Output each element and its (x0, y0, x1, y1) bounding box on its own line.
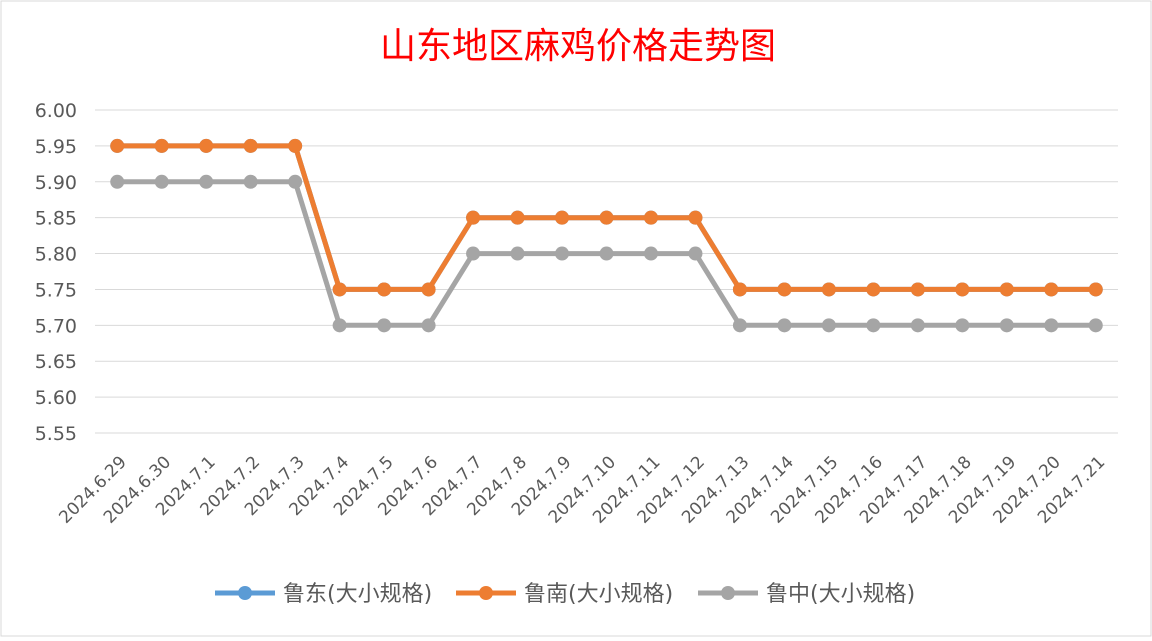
data-point (821, 282, 836, 297)
data-point (999, 318, 1014, 333)
legend-label: 鲁南(大小规格) (524, 582, 673, 607)
legend-marker (721, 586, 735, 600)
data-point (154, 138, 169, 153)
y-tick-label: 5.85 (35, 208, 77, 230)
legend: 鲁东(大小规格) 鲁南(大小规格) 鲁中(大小规格) (215, 582, 915, 607)
legend-item: 鲁中(大小规格) (698, 582, 915, 607)
data-point (1088, 318, 1103, 333)
data-point (199, 174, 214, 189)
data-point (688, 246, 703, 261)
series-group (110, 138, 1103, 333)
data-point (243, 138, 258, 153)
data-point (377, 282, 392, 297)
data-point (955, 318, 970, 333)
series-1 (110, 138, 1103, 297)
data-point (821, 318, 836, 333)
legend-label: 鲁东(大小规格) (283, 582, 432, 607)
data-point (1044, 282, 1059, 297)
data-point (643, 246, 658, 261)
y-tick-label: 5.60 (35, 387, 77, 409)
data-point (955, 282, 970, 297)
data-point (199, 138, 214, 153)
legend-item: 鲁南(大小规格) (456, 582, 673, 607)
legend-label: 鲁中(大小规格) (766, 582, 915, 607)
data-point (910, 318, 925, 333)
y-tick-label: 5.95 (35, 136, 77, 158)
y-tick-label: 5.75 (35, 279, 77, 301)
data-point (110, 138, 125, 153)
data-point (332, 318, 347, 333)
data-point (555, 246, 570, 261)
legend-item: 鲁东(大小规格) (215, 582, 432, 607)
data-point (999, 282, 1014, 297)
data-point (866, 318, 881, 333)
chart-title: 山东地区麻鸡价格走势图 (380, 26, 776, 67)
data-point (332, 282, 347, 297)
y-tick-label: 5.65 (35, 351, 77, 373)
data-point (732, 318, 747, 333)
y-tick-label: 6.00 (35, 100, 77, 122)
data-point (1088, 282, 1103, 297)
data-point (421, 318, 436, 333)
data-point (243, 174, 258, 189)
data-point (510, 246, 525, 261)
series-2 (110, 174, 1103, 333)
data-point (599, 246, 614, 261)
data-point (154, 174, 169, 189)
y-tick-label: 5.80 (35, 244, 77, 266)
data-point (421, 282, 436, 297)
data-point (866, 282, 881, 297)
data-point (599, 210, 614, 225)
legend-marker (238, 586, 252, 600)
data-point (688, 210, 703, 225)
data-point (510, 210, 525, 225)
data-point (1044, 318, 1059, 333)
data-point (377, 318, 392, 333)
data-point (466, 246, 481, 261)
y-axis-ticks: 6.00 5.95 5.90 5.85 5.80 5.75 5.70 5.65 5.60 5.55 (35, 100, 77, 445)
data-point (777, 282, 792, 297)
legend-marker (479, 586, 493, 600)
y-tick-label: 5.55 (35, 423, 77, 445)
data-point (555, 210, 570, 225)
data-point (643, 210, 658, 225)
y-tick-label: 5.90 (35, 172, 77, 194)
data-point (732, 282, 747, 297)
data-point (288, 138, 303, 153)
y-tick-label: 5.70 (35, 315, 77, 337)
data-point (777, 318, 792, 333)
data-point (466, 210, 481, 225)
data-point (288, 174, 303, 189)
data-point (910, 282, 925, 297)
data-point (110, 174, 125, 189)
